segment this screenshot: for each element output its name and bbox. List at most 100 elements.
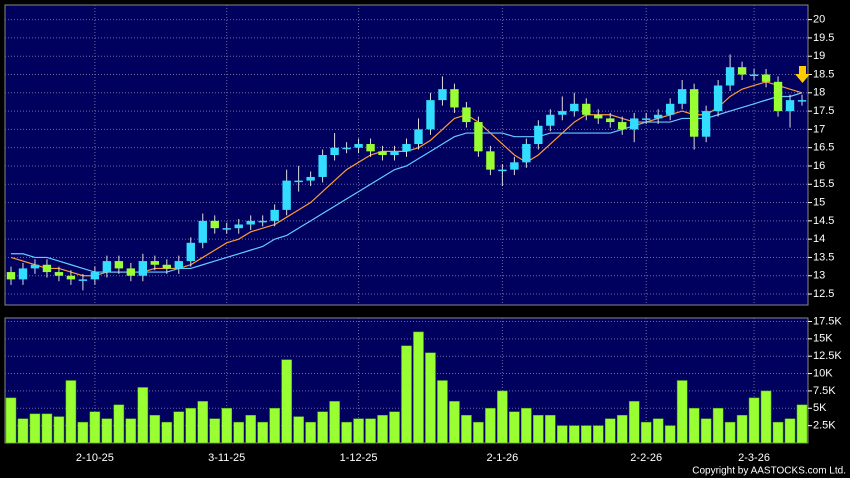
candle-body bbox=[354, 144, 363, 148]
x-tick-label: 2-2-26 bbox=[630, 452, 662, 464]
candle-body bbox=[725, 67, 735, 86]
candle-body bbox=[402, 144, 411, 152]
volume-bar bbox=[557, 425, 568, 444]
volume-bar bbox=[293, 416, 304, 444]
volume-bar bbox=[317, 411, 328, 444]
candle-body bbox=[737, 67, 747, 75]
x-tick-label: 3-11-25 bbox=[208, 452, 245, 464]
volume-bar bbox=[712, 408, 724, 444]
volume-bar bbox=[329, 401, 340, 444]
volume-bar bbox=[676, 380, 688, 444]
candle-body bbox=[18, 268, 28, 280]
volume-bar bbox=[569, 425, 580, 444]
volume-bar bbox=[461, 414, 472, 444]
candle-body bbox=[342, 147, 351, 150]
x-tick-label: 2-10-25 bbox=[76, 452, 114, 464]
candle-body bbox=[66, 275, 76, 280]
y-tick-label: 18.5 bbox=[813, 68, 834, 80]
volume-bar bbox=[17, 418, 29, 444]
candle-body bbox=[378, 151, 387, 155]
volume-bar bbox=[401, 345, 412, 444]
y-tick-label: 13.5 bbox=[813, 251, 834, 263]
candle-body bbox=[438, 89, 447, 101]
volume-bar bbox=[700, 418, 712, 444]
candle-body bbox=[773, 81, 783, 112]
y-tick-label: 10K bbox=[813, 367, 833, 379]
volume-bar bbox=[784, 418, 796, 444]
plot-layer: 12.5 13 13.5 14 14.5 15 15.5 16 16.5 17 17.5 18 18.5… bbox=[5, 5, 842, 464]
candle-body bbox=[162, 264, 171, 269]
candle-body bbox=[6, 272, 16, 280]
volume-bar bbox=[592, 425, 604, 444]
volume-bar bbox=[652, 418, 664, 444]
volume-bar bbox=[664, 425, 676, 444]
volume-bar bbox=[533, 414, 544, 444]
candle-body bbox=[677, 89, 687, 104]
candle-body bbox=[330, 147, 339, 155]
volume-bar bbox=[449, 401, 460, 444]
candle-body bbox=[114, 261, 124, 269]
y-tick-label: 19 bbox=[813, 50, 825, 62]
candle-body bbox=[797, 100, 807, 102]
volume-bar bbox=[101, 418, 113, 444]
candle-body bbox=[270, 209, 279, 221]
candle-body bbox=[282, 180, 291, 210]
candle-body bbox=[486, 151, 495, 170]
candle-body bbox=[138, 261, 148, 276]
candle-body bbox=[665, 103, 675, 115]
volume-bar bbox=[413, 331, 424, 444]
volume-bar bbox=[736, 414, 748, 444]
volume-bar bbox=[772, 421, 784, 444]
candle-body bbox=[222, 228, 231, 230]
y-tick-label: 13 bbox=[813, 270, 825, 282]
volume-bar bbox=[281, 359, 292, 444]
volume-bar bbox=[149, 414, 161, 444]
candle-body bbox=[522, 144, 531, 163]
volume-bar bbox=[377, 414, 388, 444]
candle-body bbox=[594, 114, 603, 119]
volume-bar bbox=[509, 411, 520, 444]
y-tick-label: 19.5 bbox=[813, 32, 834, 44]
y-tick-label: 20 bbox=[813, 14, 825, 26]
volume-bar bbox=[77, 421, 89, 444]
volume-bar bbox=[197, 401, 209, 444]
y-tick-label: 15K bbox=[813, 333, 833, 345]
candle-body bbox=[234, 224, 243, 229]
volume-bar bbox=[257, 421, 268, 444]
candle-body bbox=[582, 103, 591, 115]
candle-body bbox=[749, 74, 759, 77]
volume-bar bbox=[437, 380, 448, 444]
volume-bar bbox=[616, 414, 628, 444]
candle-body bbox=[462, 107, 471, 123]
candle-body bbox=[761, 74, 771, 82]
volume-bar bbox=[365, 418, 376, 444]
x-tick-label: 2-3-26 bbox=[738, 452, 770, 464]
volume-bar bbox=[41, 413, 53, 444]
candle-body bbox=[294, 180, 303, 183]
y-tick-label: 2.5K bbox=[813, 420, 836, 432]
volume-bar bbox=[473, 421, 484, 444]
candle-body bbox=[618, 122, 627, 130]
volume-bar bbox=[580, 425, 592, 444]
volume-bar bbox=[161, 421, 173, 444]
volume-bar bbox=[89, 411, 101, 444]
candle-body bbox=[653, 114, 663, 119]
candle-body bbox=[42, 264, 52, 273]
candle-body bbox=[606, 118, 615, 123]
volume-bar bbox=[209, 418, 221, 444]
candle-body bbox=[258, 220, 267, 223]
candle-body bbox=[390, 151, 399, 155]
y-tick-label: 16 bbox=[813, 160, 825, 172]
volume-bar bbox=[545, 414, 556, 444]
y-tick-label: 15.5 bbox=[813, 178, 834, 190]
candle-body bbox=[689, 89, 699, 137]
y-tick-label: 15 bbox=[813, 196, 825, 208]
candle-body bbox=[426, 100, 435, 130]
y-tick-label: 7.5K bbox=[813, 385, 836, 397]
candle-body bbox=[546, 114, 555, 126]
volume-bar bbox=[233, 421, 244, 444]
candle-body bbox=[701, 111, 711, 137]
volume-bar bbox=[640, 421, 652, 444]
volume-bar bbox=[245, 414, 256, 444]
